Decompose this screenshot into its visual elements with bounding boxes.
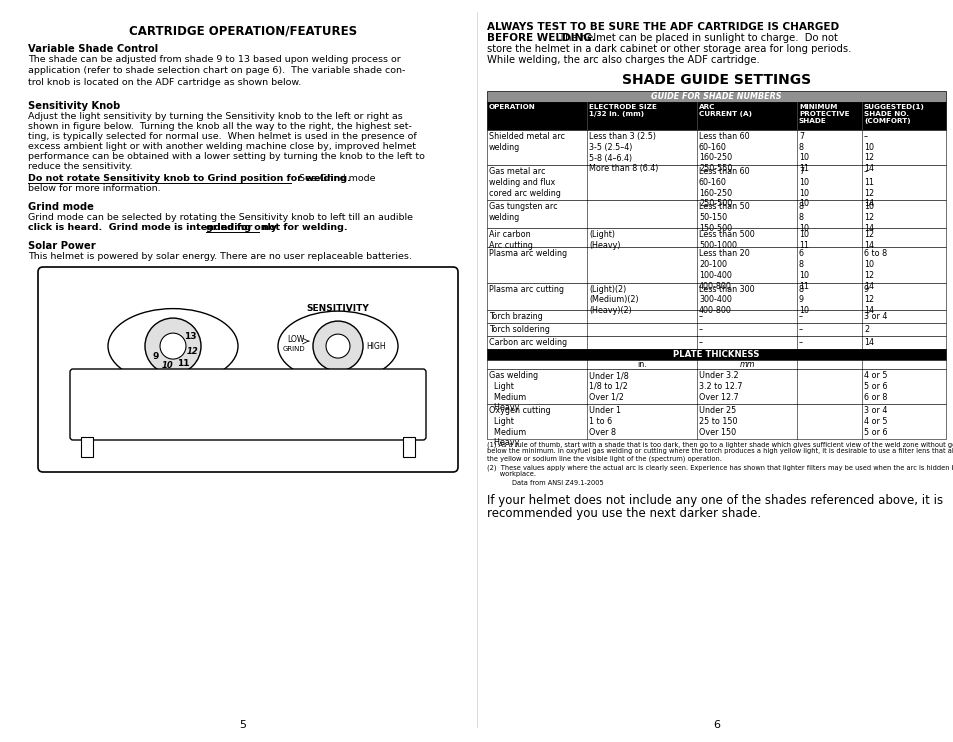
Text: 2: 2 [863,325,868,334]
Text: –
10
12
14: – 10 12 14 [863,132,873,173]
Text: Under 1
1 to 6
Over 8: Under 1 1 to 6 Over 8 [588,406,620,437]
Text: PLATE THICKNESS: PLATE THICKNESS [673,350,759,359]
Text: 11: 11 [176,359,189,368]
Bar [486,247,945,283]
Text: –: – [799,338,802,347]
Text: Less than 3 (2.5)
3-5 (2.5–4)
5-8 (4–6.4)
More than 8 (6.4): Less than 3 (2.5) 3-5 (2.5–4) 5-8 (4–6.4… [588,132,658,173]
Bar [486,404,945,439]
Bar [486,165,945,200]
Text: Grind mode can be selected by rotating the Sensitivity knob to left till an audi: Grind mode can be selected by rotating t… [28,213,413,222]
Text: This helmet is powered by solar energy. There are no user replaceable batteries.: This helmet is powered by solar energy. … [28,252,412,261]
Text: click is heard.  Grind mode is intended for: click is heard. Grind mode is intended f… [28,223,255,232]
Text: 6
8
10
11: 6 8 10 11 [799,249,808,291]
Text: performance can be obtained with a lower setting by turning the knob to the left: performance can be obtained with a lower… [28,152,424,161]
Bar [486,102,945,130]
Text: 5: 5 [239,720,246,730]
Bar [486,349,945,360]
Text: Variable Shade Control: Variable Shade Control [28,44,158,54]
Text: 9
12
14: 9 12 14 [863,285,873,315]
Text: SUGGESTED(1)
SHADE NO.
(COMFORT): SUGGESTED(1) SHADE NO. (COMFORT) [863,104,923,124]
Text: 10
12
14: 10 12 14 [863,203,873,233]
Text: 10
11: 10 11 [799,230,808,249]
Bar [486,310,945,323]
Text: recommended you use the next darker shade.: recommended you use the next darker shad… [486,508,760,520]
Bar [486,369,945,404]
Bar [402,437,415,457]
Ellipse shape [277,311,397,381]
Text: Air carbon
Arc cutting: Air carbon Arc cutting [489,230,533,249]
Text: Oxygen cutting
  Light
  Medium
  Heavy: Oxygen cutting Light Medium Heavy [489,406,550,447]
Text: Torch soldering: Torch soldering [489,325,549,334]
Bar [486,283,945,310]
Text: 7
10
10
10: 7 10 10 10 [799,167,808,209]
Text: ARC
CURRENT (A): ARC CURRENT (A) [699,104,751,117]
Text: (1) As a rule of thumb, start with a shade that is too dark, then go to a lighte: (1) As a rule of thumb, start with a sha… [486,441,953,448]
Text: Gas metal arc
welding and flux
cored arc welding: Gas metal arc welding and flux cored arc… [489,167,560,197]
Text: Under 3.2
3.2 to 12.7
Over 12.7: Under 3.2 3.2 to 12.7 Over 12.7 [699,371,741,401]
Text: 6 to 8
10
12
14: 6 to 8 10 12 14 [863,249,886,291]
Text: 3 or 4
4 or 5
5 or 6: 3 or 4 4 or 5 5 or 6 [863,406,886,437]
Text: Plasma arc welding: Plasma arc welding [489,249,566,258]
Text: the yellow or sodium line the visible light of the (spectrum) operation.: the yellow or sodium line the visible li… [486,456,721,462]
Text: ting, is typically selected for normal use.  When helmet is used in the presence: ting, is typically selected for normal u… [28,132,416,141]
Text: Solar Power: Solar Power [28,241,95,251]
Text: Grind mode: Grind mode [28,202,93,212]
Text: ELECTRODE SIZE
1/32 in. (mm): ELECTRODE SIZE 1/32 in. (mm) [588,104,657,117]
Text: –: – [799,325,802,334]
Text: –
11
12
14: – 11 12 14 [863,167,873,209]
Bar [486,200,945,228]
Bar [486,336,945,349]
Text: (Light)
(Heavy): (Light) (Heavy) [588,230,619,249]
Text: Do not rotate Sensitivity knob to Grind position for welding.: Do not rotate Sensitivity knob to Grind … [28,174,351,183]
Text: The helmet can be placed in sunlight to charge.  Do not: The helmet can be placed in sunlight to … [556,33,837,43]
Bar [486,323,945,336]
Text: 10: 10 [162,361,173,370]
Text: Under 25
25 to 150
Over 150: Under 25 25 to 150 Over 150 [699,406,737,437]
Text: Plasma arc cutting: Plasma arc cutting [489,285,563,294]
Text: ALWAYS TEST TO BE SURE THE ADF CARTRIDGE IS CHARGED: ALWAYS TEST TO BE SURE THE ADF CARTRIDGE… [486,22,839,32]
Text: reduce the sensitivity.: reduce the sensitivity. [28,162,132,171]
Text: GRIND: GRIND [282,346,305,352]
Text: Gas welding
  Light
  Medium
  Heavy: Gas welding Light Medium Heavy [489,371,537,413]
Bar [486,360,945,369]
Text: 7
8
10
11: 7 8 10 11 [799,132,808,173]
Text: Data from ANSI Z49.1-2005: Data from ANSI Z49.1-2005 [512,480,603,487]
Text: 3 or 4: 3 or 4 [863,312,886,321]
Text: Less than 60
60-160
160-250
250-500: Less than 60 60-160 160-250 250-500 [699,167,749,209]
Text: below for more information.: below for more information. [28,184,160,193]
Text: SENSITIVITY: SENSITIVITY [306,303,369,312]
Text: LOW: LOW [287,335,305,344]
Text: 12: 12 [186,347,198,355]
Text: HIGH: HIGH [366,341,385,351]
Text: 12
14: 12 14 [863,230,873,249]
Text: –: – [799,312,802,321]
Bar [81,437,92,457]
Text: If your helmet does not include any one of the shades referenced above, it is: If your helmet does not include any one … [486,494,943,508]
Text: Less than 500
500-1000: Less than 500 500-1000 [699,230,754,249]
Text: Adjust the light sensitivity by turning the Sensitivity knob to the left or righ: Adjust the light sensitivity by turning … [28,112,402,121]
Text: See Grind mode: See Grind mode [293,174,375,183]
Text: store the helmet in a dark cabinet or other storage area for long periods.: store the helmet in a dark cabinet or ot… [486,44,850,54]
Circle shape [160,333,186,359]
Text: –: – [699,312,702,321]
Ellipse shape [108,309,237,384]
Text: shown in figure below.  Turning the knob all the way to the right, the highest s: shown in figure below. Turning the knob … [28,122,412,131]
Text: Gas tungsten arc
welding: Gas tungsten arc welding [489,203,558,222]
FancyBboxPatch shape [38,267,457,472]
Text: Less than 300
300-400
400-800: Less than 300 300-400 400-800 [699,285,754,315]
Text: Less than 60
60-160
160-250
250-550: Less than 60 60-160 160-250 250-550 [699,132,749,173]
Text: mm: mm [739,360,754,369]
Text: –: – [699,325,702,334]
Text: Less than 50
50-150
150-500: Less than 50 50-150 150-500 [699,203,749,233]
Text: BEFORE WELDING.: BEFORE WELDING. [486,33,595,43]
Text: grinding only: grinding only [206,223,277,232]
Text: 6: 6 [712,720,720,730]
Text: Shielded metal arc
welding: Shielded metal arc welding [489,132,564,152]
Circle shape [313,321,363,371]
Text: Less than 20
20-100
100-400
400-800: Less than 20 20-100 100-400 400-800 [699,249,749,291]
Text: Carbon arc welding: Carbon arc welding [489,338,566,347]
Text: 13: 13 [184,332,196,341]
Text: 8
9
10: 8 9 10 [799,285,808,315]
Text: Sensitivity Knob: Sensitivity Knob [28,101,120,111]
Text: While welding, the arc also charges the ADF cartridge.: While welding, the arc also charges the … [486,55,759,65]
